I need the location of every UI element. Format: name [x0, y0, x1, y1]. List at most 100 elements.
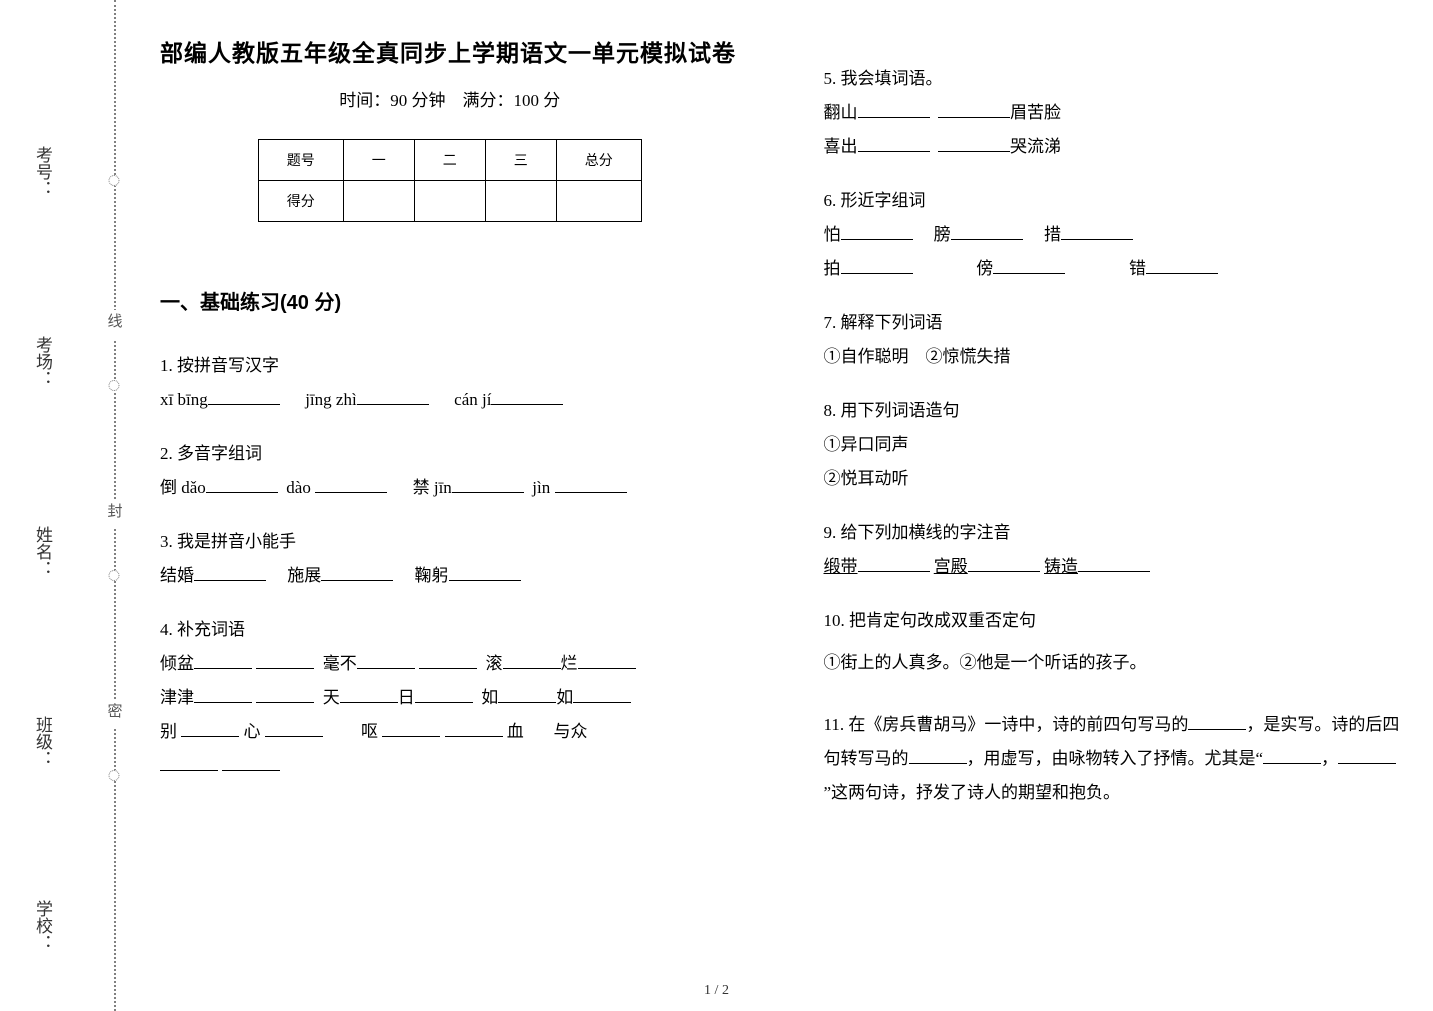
blank: [357, 651, 415, 669]
q4-w: 如: [481, 688, 498, 707]
q10-stem: 10. 把肯定句改成双重否定句: [824, 604, 1404, 638]
blank: [841, 256, 913, 274]
label-number: 考号：: [30, 146, 55, 197]
label-class: 班级：: [30, 716, 55, 767]
q3-line: 结婚 施展 鞠躬: [160, 559, 740, 593]
q3-stem: 3. 我是拼音小能手: [160, 525, 740, 559]
q1-line: xī bīng jīng zhì cán jí: [160, 383, 740, 417]
score-h1: 一: [343, 140, 414, 181]
blank: [1338, 746, 1396, 764]
q4-w: 呕: [361, 722, 378, 741]
blank: [993, 256, 1065, 274]
q6-w: 措: [1044, 225, 1061, 244]
q4-w: 与众: [554, 722, 588, 741]
blank: [909, 746, 967, 764]
blank: [382, 719, 440, 737]
page-number: 1 / 2: [704, 983, 729, 999]
q1-pin2: jīng zhì: [305, 390, 356, 409]
score-h4: 总分: [556, 140, 641, 181]
blank: [555, 475, 627, 493]
blank: [968, 554, 1040, 572]
q6-w: 拍: [824, 259, 841, 278]
blank: [841, 222, 913, 240]
q11-a: 11. 在《房兵曹胡马》一诗中，诗的前四句写马的: [824, 715, 1189, 734]
fold-gutter: 线 封 密: [88, 0, 140, 1011]
blank: [256, 685, 314, 703]
blank: [1078, 554, 1150, 572]
column-left: 部编人教版五年级全真同步上学期语文一单元模拟试卷 时间：90 分钟 满分：100…: [160, 34, 740, 991]
label-name: 姓名：: [30, 526, 55, 577]
q1-pin3: cán jí: [454, 390, 491, 409]
q4-w: 津津: [160, 688, 194, 707]
seal-char-feng: 封: [104, 500, 125, 529]
score-value-row: 得分: [258, 181, 641, 222]
q5-w: 眉苦脸: [1010, 103, 1061, 122]
q4-w: 倾盆: [160, 654, 194, 673]
q4: 4. 补充词语 倾盆 毫不 滚烂 津津 天日 如如 别 心 呕 血 与众: [160, 613, 740, 783]
q7-body: ①自作聪明 ②惊慌失措: [824, 340, 1404, 374]
q6-w: 傍: [976, 259, 993, 278]
q4-line3: 别 心 呕 血 与众: [160, 715, 740, 749]
q4-w: 如: [556, 688, 573, 707]
blank: [321, 563, 393, 581]
q2-line: 倒 dǎo dào 禁 jīn jìn: [160, 471, 740, 505]
blank: [498, 685, 556, 703]
q3-w3: 鞠躬: [415, 566, 449, 585]
q5-line2: 喜出 哭流涕: [824, 130, 1404, 164]
blank: [160, 753, 218, 771]
q4-w: 血: [507, 722, 524, 741]
blank: [951, 222, 1023, 240]
score-h3: 三: [485, 140, 556, 181]
label-school: 学校：: [30, 900, 55, 951]
seal-char-mi: 密: [104, 700, 125, 729]
q11-c: ，用虚写，由咏物转入了抒情。尤其是“: [967, 749, 1264, 768]
score-cell: [556, 181, 641, 222]
fold-circle: [109, 770, 120, 781]
blank: [222, 753, 280, 771]
q4-w: 心: [244, 722, 261, 741]
blank: [194, 563, 266, 581]
fold-circle: [109, 175, 120, 186]
blank: [858, 100, 930, 118]
blank: [858, 134, 930, 152]
section-1-heading: 一、基础练习(40 分): [160, 286, 740, 315]
column-right: 5. 我会填词语。 翻山 眉苦脸 喜出 哭流涕 6. 形近字组词 怕 膀 措 拍: [824, 34, 1404, 991]
blank: [449, 563, 521, 581]
q11-e: ”这两句诗，抒发了诗人的期望和抱负。: [824, 783, 1121, 802]
seal-char-line: 线: [104, 310, 125, 339]
q2: 2. 多音字组词 倒 dǎo dào 禁 jīn jìn: [160, 437, 740, 505]
q8-stem: 8. 用下列词语造句: [824, 394, 1404, 428]
q5-line1: 翻山 眉苦脸: [824, 96, 1404, 130]
q6-row1: 怕 膀 措: [824, 218, 1404, 252]
q9-w3: 铸造: [1044, 557, 1078, 576]
fullmark-text: 满分：100 分: [463, 91, 561, 110]
q8-b: ②悦耳动听: [824, 462, 1404, 496]
fold-circle: [109, 570, 120, 581]
label-room: 考场：: [30, 336, 55, 387]
q9: 9. 给下列加横线的字注音 缎带 宫殿 铸造: [824, 516, 1404, 584]
blank: [938, 100, 1010, 118]
time-text: 时间：90 分钟: [339, 91, 445, 110]
q10-body: ①街上的人真多。②他是一个听话的孩子。: [824, 646, 1404, 680]
blank: [194, 685, 252, 703]
blank: [208, 387, 280, 405]
blank: [206, 475, 278, 493]
q6-row2: 拍 傍 错: [824, 252, 1404, 286]
blank: [315, 475, 387, 493]
q1: 1. 按拼音写汉字 xī bīng jīng zhì cán jí: [160, 349, 740, 417]
q4-w: 烂: [561, 654, 578, 673]
q8-a: ①异口同声: [824, 428, 1404, 462]
blank: [491, 387, 563, 405]
q4-line2: 津津 天日 如如: [160, 681, 740, 715]
q5-w: 喜出: [824, 137, 858, 156]
score-cell: [343, 181, 414, 222]
q6-w: 膀: [934, 225, 951, 244]
blank: [858, 554, 930, 572]
q7: 7. 解释下列词语 ①自作聪明 ②惊慌失措: [824, 306, 1404, 374]
q9-stem: 9. 给下列加横线的字注音: [824, 516, 1404, 550]
q4-line1: 倾盆 毫不 滚烂: [160, 647, 740, 681]
q11-d: ，: [1321, 749, 1338, 768]
blank: [503, 651, 561, 669]
binding-labels: 学校： 班级： 姓名： 考场： 考号：: [30, 0, 76, 1011]
blank: [452, 475, 524, 493]
